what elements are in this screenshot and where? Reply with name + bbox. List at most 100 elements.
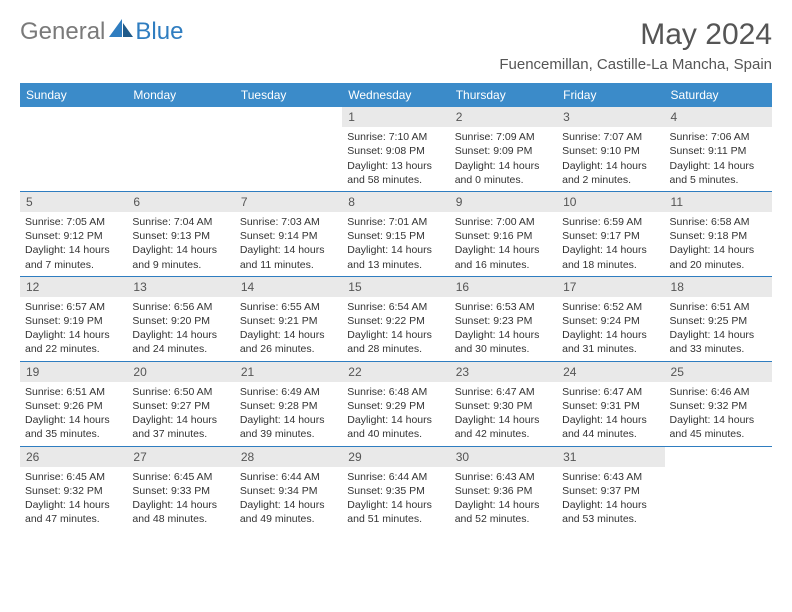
day-cell: 6 Sunrise: 7:04 AMSunset: 9:13 PMDaylight… [127,192,234,276]
day-cell: 8Sunrise: 7:01 AMSunset: 9:15 PMDaylight… [342,192,449,276]
day-number: 6 [127,192,234,212]
sunset-text: Sunset: 9:17 PM [562,229,659,243]
daylight-text: Daylight: 14 hours and 53 minutes. [562,498,659,526]
sunset-text: Sunset: 9:13 PM [132,229,229,243]
week-row: 19Sunrise: 6:51 AMSunset: 9:26 PMDayligh… [20,362,772,447]
sunrise-text: Sunrise: 6:50 AM [132,385,229,399]
day-number: 8 [342,192,449,212]
sunset-text: Sunset: 9:18 PM [670,229,767,243]
sunset-text: Sunset: 9:21 PM [240,314,337,328]
sunset-text: Sunset: 9:22 PM [347,314,444,328]
sunset-text: Sunset: 9:32 PM [25,484,122,498]
day-cell: 22Sunrise: 6:48 AMSunset: 9:29 PMDayligh… [342,362,449,446]
sunset-text: Sunset: 9:10 PM [562,144,659,158]
sunrise-text: Sunrise: 6:48 AM [347,385,444,399]
location-subtitle: Fuencemillan, Castille-La Mancha, Spain [499,56,772,73]
weekday-header: Thursday [450,83,557,107]
sunrise-text: Sunrise: 6:51 AM [25,385,122,399]
daylight-text: Daylight: 14 hours and 39 minutes. [240,413,337,441]
day-number: 17 [557,277,664,297]
daylight-text: Daylight: 14 hours and 45 minutes. [670,413,767,441]
sunset-text: Sunset: 9:33 PM [132,484,229,498]
day-cell: 4Sunrise: 7:06 AMSunset: 9:11 PMDaylight… [665,107,772,191]
sunrise-text: Sunrise: 7:09 AM [455,130,552,144]
day-number: 26 [20,447,127,467]
day-cell: 5Sunrise: 7:05 AMSunset: 9:12 PMDaylight… [20,192,127,276]
sunrise-text: Sunrise: 6:43 AM [562,470,659,484]
sunrise-text: Sunrise: 6:58 AM [670,215,767,229]
day-cell: 20 Sunrise: 6:50 AMSunset: 9:27 PMDayligh… [127,362,234,446]
day-number: 29 [342,447,449,467]
day-cell: 28Sunrise: 6:44 AMSunset: 9:34 PMDayligh… [235,447,342,531]
day-number: 27 [127,447,234,467]
week-row: 12Sunrise: 6:57 AMSunset: 9:19 PMDayligh… [20,277,772,362]
daylight-text: Daylight: 14 hours and 28 minutes. [347,328,444,356]
day-cell: 16Sunrise: 6:53 AMSunset: 9:23 PMDayligh… [450,277,557,361]
day-cell: 26Sunrise: 6:45 AMSunset: 9:32 PMDayligh… [20,447,127,531]
day-number: 18 [665,277,772,297]
sunset-text: Sunset: 9:27 PM [132,399,229,413]
day-number: 24 [557,362,664,382]
sunrise-text: Sunrise: 6:53 AM [455,300,552,314]
day-cell: 15Sunrise: 6:54 AMSunset: 9:22 PMDayligh… [342,277,449,361]
day-cell: 10Sunrise: 6:59 AMSunset: 9:17 PMDayligh… [557,192,664,276]
day-cell: 11Sunrise: 6:58 AMSunset: 9:18 PMDayligh… [665,192,772,276]
weekday-header: Monday [127,83,234,107]
sunset-text: Sunset: 9:23 PM [455,314,552,328]
day-cell: 27Sunrise: 6:45 AMSunset: 9:33 PMDayligh… [127,447,234,531]
sunrise-text: Sunrise: 7:04 AM [132,215,229,229]
weekday-header: Saturday [665,83,772,107]
sunrise-text: Sunrise: 6:45 AM [25,470,122,484]
day-cell: 19Sunrise: 6:51 AMSunset: 9:26 PMDayligh… [20,362,127,446]
daylight-text: Daylight: 14 hours and 37 minutes. [132,413,229,441]
day-cell-empty [235,107,342,191]
daylight-text: Daylight: 14 hours and 52 minutes. [455,498,552,526]
title-block: May 2024 Fuencemillan, Castille-La Manch… [499,18,772,73]
sunset-text: Sunset: 9:11 PM [670,144,767,158]
day-number: 1 [342,107,449,127]
day-cell-empty [665,447,772,531]
day-number: 4 [665,107,772,127]
day-number: 10 [557,192,664,212]
day-number: 31 [557,447,664,467]
day-number: 5 [20,192,127,212]
day-cell: 29Sunrise: 6:44 AMSunset: 9:35 PMDayligh… [342,447,449,531]
daylight-text: Daylight: 14 hours and 7 minutes. [25,243,122,271]
day-cell: 25Sunrise: 6:46 AMSunset: 9:32 PMDayligh… [665,362,772,446]
day-cell: 18Sunrise: 6:51 AMSunset: 9:25 PMDayligh… [665,277,772,361]
sunset-text: Sunset: 9:16 PM [455,229,552,243]
sunrise-text: Sunrise: 7:00 AM [455,215,552,229]
sunset-text: Sunset: 9:25 PM [670,314,767,328]
sunset-text: Sunset: 9:20 PM [132,314,229,328]
day-cell: 21 Sunrise: 6:49 AMSunset: 9:28 PMDayligh… [235,362,342,446]
sunrise-text: Sunrise: 7:10 AM [347,130,444,144]
day-cell: 1Sunrise: 7:10 AMSunset: 9:08 PMDaylight… [342,107,449,191]
day-number: 16 [450,277,557,297]
day-number: 7 [235,192,342,212]
sunset-text: Sunset: 9:19 PM [25,314,122,328]
weekday-header-row: Sunday Monday Tuesday Wednesday Thursday… [20,83,772,107]
day-number: 20 [127,362,234,382]
sunrise-text: Sunrise: 6:52 AM [562,300,659,314]
daylight-text: Daylight: 14 hours and 26 minutes. [240,328,337,356]
daylight-text: Daylight: 14 hours and 48 minutes. [132,498,229,526]
calendar-grid: Sunday Monday Tuesday Wednesday Thursday… [20,83,772,530]
daylight-text: Daylight: 14 hours and 9 minutes. [132,243,229,271]
daylight-text: Daylight: 14 hours and 11 minutes. [240,243,337,271]
sunrise-text: Sunrise: 6:46 AM [670,385,767,399]
daylight-text: Daylight: 14 hours and 18 minutes. [562,243,659,271]
sunrise-text: Sunrise: 6:49 AM [240,385,337,399]
sail-icon [109,18,135,46]
day-cell: 23Sunrise: 6:47 AMSunset: 9:30 PMDayligh… [450,362,557,446]
weekday-header: Wednesday [342,83,449,107]
day-number: 21 [235,362,342,382]
day-cell-empty [127,107,234,191]
brand-word-1: General [20,18,105,46]
day-number: 9 [450,192,557,212]
sunset-text: Sunset: 9:30 PM [455,399,552,413]
day-number: 19 [20,362,127,382]
sunset-text: Sunset: 9:28 PM [240,399,337,413]
day-number: 14 [235,277,342,297]
sunset-text: Sunset: 9:09 PM [455,144,552,158]
sunrise-text: Sunrise: 6:44 AM [240,470,337,484]
